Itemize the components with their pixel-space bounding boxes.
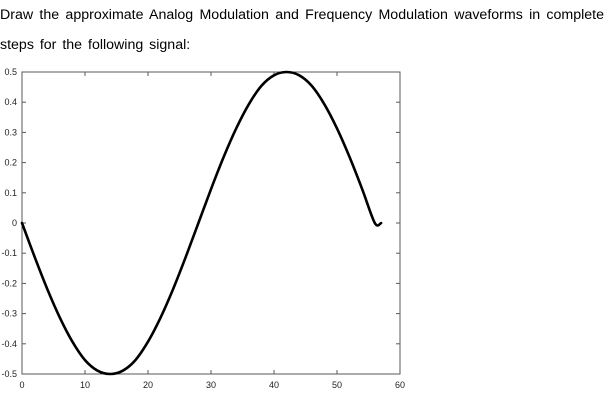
y-tick-label: -0.2 (1, 278, 17, 288)
y-tick-label: 0 (12, 218, 17, 228)
y-tick-label: 0.5 (4, 67, 17, 77)
x-tick-label: 60 (395, 380, 405, 390)
x-tick-label: 40 (269, 380, 279, 390)
y-tick-label: -0.4 (1, 339, 17, 349)
y-tick-label: -0.5 (1, 369, 17, 379)
y-tick-label: 0.1 (4, 188, 17, 198)
y-tick-label: -0.1 (1, 248, 17, 258)
x-tick-label: 0 (19, 380, 24, 390)
x-tick-label: 30 (206, 380, 216, 390)
x-tick-label: 10 (80, 380, 90, 390)
axes-box (21, 71, 401, 375)
question-text: Draw the approximate Analog Modulation a… (0, 7, 604, 53)
x-tick-label: 50 (332, 380, 342, 390)
y-tick-label: 0.2 (4, 158, 17, 168)
series-line (20, 70, 383, 376)
plot-area: 0 10 20 30 40 50 60 0.5 0.4 0.3 0.2 0.1 0 -0.1 -0.2 -0.… (1, 67, 405, 390)
x-tick-label: 20 (143, 380, 153, 390)
y-tick-label: -0.3 (1, 309, 17, 319)
y-tick-label: 0.3 (4, 127, 17, 137)
y-tick-label: 0.4 (4, 97, 17, 107)
